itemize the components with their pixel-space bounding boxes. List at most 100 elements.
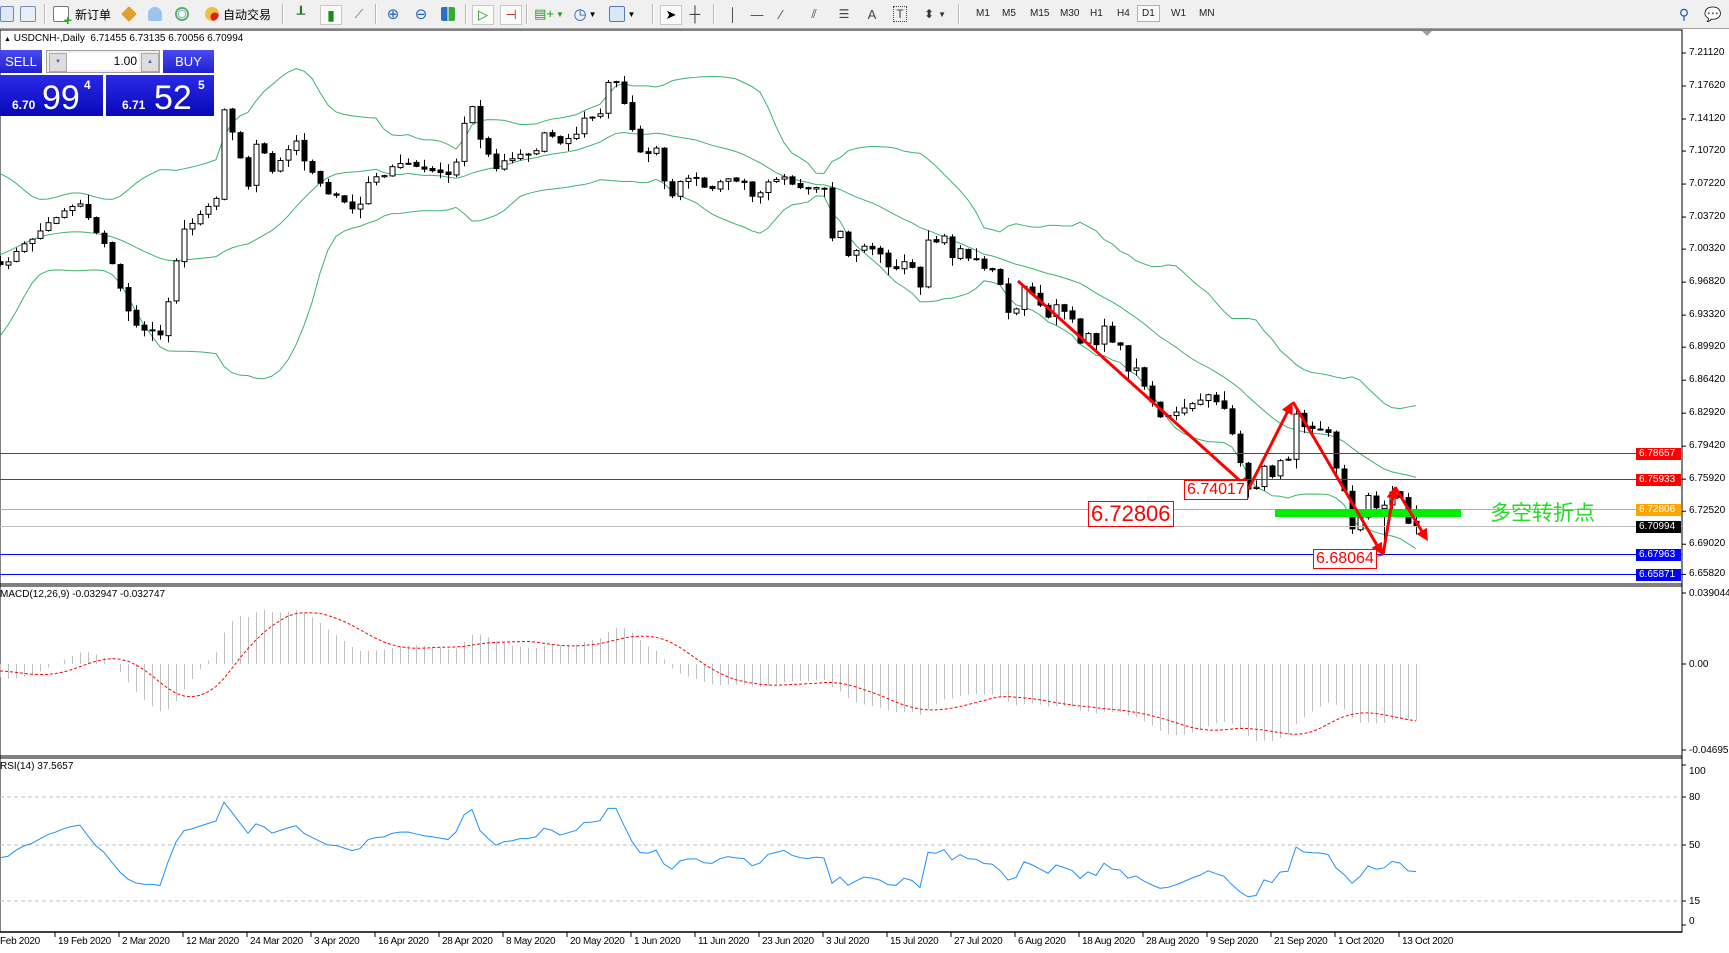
timeframe-m5[interactable]: M5 [1002, 8, 1016, 19]
bearish-candle-body [325, 181, 332, 195]
zoom-out-button[interactable]: ⊖ [411, 5, 431, 23]
candle [1213, 392, 1220, 405]
candle [677, 180, 684, 201]
cursor-button[interactable]: ➤ [660, 5, 682, 25]
search-button[interactable]: ⚲ [1675, 5, 1693, 23]
price-axis-label: 6.82920 [1689, 407, 1726, 419]
text-label-button[interactable]: T [891, 5, 909, 23]
new-order-icon: + [52, 6, 72, 27]
timeframe-h1[interactable]: H1 [1090, 8, 1103, 19]
profiles-button[interactable] [18, 5, 38, 23]
auto-scroll-button[interactable]: ▷ [472, 5, 494, 25]
price-annotation-6-68064[interactable]: 6.68064 [1313, 549, 1377, 569]
bullish-candle-body [61, 210, 68, 218]
candlestick-button[interactable]: ▮ [320, 5, 342, 25]
pivot-point-text[interactable]: 多空转折点 [1490, 501, 1595, 525]
one-click-trading-panel: SELL ▼ 1.00 ▲ BUY 6.70 99 4 6.71 52 5 [0, 50, 214, 116]
bearish-candle-body [693, 176, 700, 179]
bullish-candle-body [757, 192, 764, 198]
lot-size-input[interactable]: 1.00 [67, 53, 139, 70]
line-chart-button[interactable]: ⟋ [350, 5, 368, 23]
data-window-button[interactable] [146, 5, 164, 23]
templates-button[interactable]: ▼ [606, 5, 638, 23]
sell-button[interactable]: SELL [0, 50, 42, 73]
toolbar-separator [958, 4, 960, 24]
ask-fraction: 5 [198, 78, 205, 92]
bearish-candle-body [805, 187, 812, 190]
candle [285, 145, 292, 167]
auto-trading-button[interactable]: 自动交易 [202, 5, 274, 23]
candle [5, 257, 12, 270]
lot-size-stepper[interactable]: ▼ 1.00 ▲ [46, 50, 160, 73]
candle [557, 135, 564, 145]
text-label-icon: T [893, 6, 907, 22]
price-tag: 6.78657 [1636, 447, 1681, 460]
bar-chart-button[interactable]: ┸ [292, 5, 310, 23]
toolbar-separator [652, 4, 654, 24]
new-chart-button[interactable] [0, 5, 14, 23]
text-button[interactable]: A [864, 5, 880, 23]
chat-button[interactable]: 💬 [1702, 5, 1724, 23]
indicators-button[interactable]: ▤+ ▼ [534, 5, 564, 23]
horizontal-line-button[interactable]: — [748, 5, 766, 23]
buy-button[interactable]: BUY [163, 50, 214, 73]
candle [1117, 342, 1124, 351]
timeframe-mn[interactable]: MN [1199, 8, 1215, 19]
timeframe-d1[interactable]: D1 [1137, 5, 1160, 22]
arrows-button[interactable]: ⬍ ▼ [917, 5, 953, 23]
time-axis-label: 13 Oct 2020 [1402, 936, 1454, 947]
chat-bubbles-icon: 💬 [1704, 5, 1722, 22]
bid-price-button[interactable]: 6.70 99 4 [0, 75, 103, 116]
crosshair-button[interactable]: ┼ [686, 5, 704, 23]
chart-shift-marker-icon [1422, 31, 1432, 36]
candle [869, 242, 876, 256]
bullish-candle-body [533, 150, 540, 155]
dropdown-arrow-icon: ▼ [555, 9, 564, 19]
tile-windows-button[interactable] [438, 5, 458, 23]
ask-price-button[interactable]: 6.71 52 5 [106, 75, 214, 116]
bearish-candle-body [109, 242, 116, 265]
chart-shift-button[interactable]: ⊣ [500, 5, 522, 25]
timeframe-m1[interactable]: M1 [976, 8, 990, 19]
lot-increase-button[interactable]: ▲ [141, 53, 159, 72]
candle [941, 233, 948, 245]
candle [333, 192, 340, 198]
timeframe-w1[interactable]: W1 [1171, 8, 1186, 19]
periods-button[interactable]: ◷ ▼ [570, 5, 600, 23]
price-axis-label: 6.93320 [1689, 309, 1726, 321]
zoom-in-button[interactable]: ⊕ [383, 5, 403, 23]
candle [357, 196, 364, 219]
price-annotation-6-72806[interactable]: 6.72806 [1088, 501, 1174, 527]
bullish-candle-body [1317, 428, 1324, 431]
fibonacci-button[interactable]: ☰ [834, 5, 854, 23]
bullish-candle-body [509, 158, 516, 162]
candle [197, 210, 204, 226]
candle [541, 131, 548, 153]
bullish-candle-body [21, 243, 28, 252]
candle [157, 324, 164, 340]
bearish-candle-body [437, 169, 444, 174]
lot-decrease-button[interactable]: ▼ [49, 53, 67, 72]
new-order-button[interactable]: + 新订单 [52, 5, 112, 27]
navigator-button[interactable] [173, 5, 191, 23]
price-annotation-6-74017[interactable]: 6.74017 [1184, 480, 1248, 500]
bullish-candle-body [1189, 403, 1196, 410]
candle [925, 230, 932, 289]
timeframe-m15[interactable]: M15 [1030, 8, 1050, 19]
candle [165, 297, 172, 343]
candle [141, 321, 148, 337]
candle [493, 148, 500, 172]
price-axis-label: 6.72520 [1689, 505, 1726, 517]
equidistant-channel-button[interactable]: ⫽ [804, 5, 824, 23]
time-axis-label: 28 Aug 2020 [1146, 936, 1199, 947]
template-icon [608, 6, 625, 22]
bearish-candle-body [829, 187, 836, 239]
bullish-candle-body [205, 205, 212, 215]
trendline-button[interactable]: ⁄ [772, 5, 790, 23]
vertical-line-icon: │ [728, 6, 738, 22]
candle [237, 131, 244, 159]
timeframe-m30[interactable]: M30 [1060, 8, 1080, 19]
vertical-line-button[interactable]: │ [724, 5, 742, 23]
timeframe-h4[interactable]: H4 [1117, 8, 1130, 19]
